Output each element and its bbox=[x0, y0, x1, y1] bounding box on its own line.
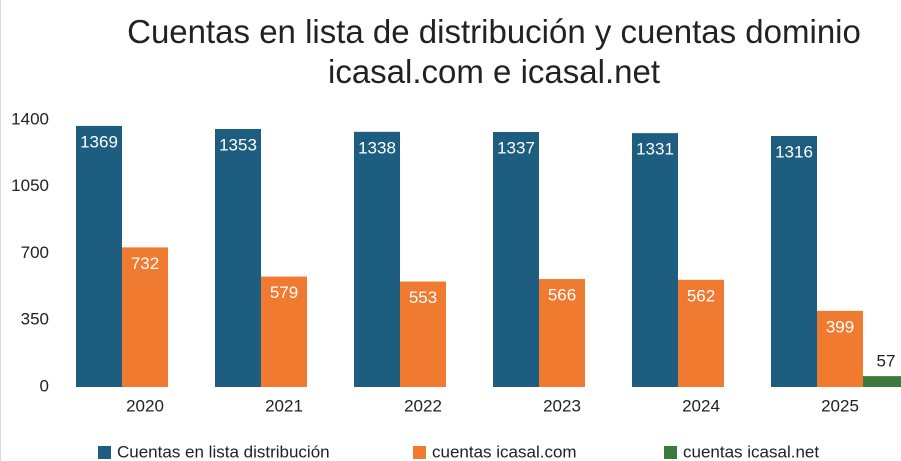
bar bbox=[632, 133, 678, 387]
x-tick-label: 2024 bbox=[682, 396, 720, 415]
x-tick-label: 2023 bbox=[543, 396, 581, 415]
bar bbox=[215, 128, 261, 388]
y-tick-label: 700 bbox=[21, 243, 49, 262]
value-label: 57 bbox=[877, 352, 896, 371]
value-label: 732 bbox=[131, 254, 159, 273]
value-label: 1331 bbox=[636, 140, 674, 159]
bar bbox=[354, 131, 400, 387]
legend-label: Cuentas en lista distribución bbox=[117, 442, 330, 461]
bar bbox=[400, 281, 446, 387]
chart-title: Cuentas en lista de distribución y cuent… bbox=[127, 13, 861, 90]
value-label: 1316 bbox=[775, 143, 813, 162]
y-tick-label: 0 bbox=[40, 376, 49, 395]
legend-label: cuentas icasal.net bbox=[683, 442, 819, 461]
bar bbox=[539, 279, 585, 387]
bar bbox=[76, 125, 122, 387]
value-label: 399 bbox=[826, 317, 854, 336]
value-label: 579 bbox=[270, 283, 298, 302]
value-label: 1369 bbox=[80, 132, 118, 151]
legend-swatch bbox=[664, 446, 677, 459]
x-tick-label: 2020 bbox=[126, 396, 164, 415]
value-label: 1338 bbox=[358, 138, 396, 157]
bar bbox=[863, 376, 901, 387]
value-label: 566 bbox=[548, 286, 576, 305]
bar bbox=[261, 276, 307, 387]
x-tick-label: 2022 bbox=[404, 396, 442, 415]
x-tick-label: 2025 bbox=[821, 396, 859, 415]
value-label: 562 bbox=[687, 286, 715, 305]
bar bbox=[771, 136, 817, 387]
x-tick-label: 2021 bbox=[265, 396, 303, 415]
y-tick-label: 1050 bbox=[11, 176, 49, 195]
bar bbox=[817, 310, 863, 387]
value-label: 553 bbox=[409, 288, 437, 307]
legend-label: cuentas icasal.com bbox=[432, 442, 577, 461]
legend-swatch bbox=[98, 446, 111, 459]
legend-swatch bbox=[413, 446, 426, 459]
value-label: 1337 bbox=[497, 138, 535, 157]
y-tick-label: 1400 bbox=[11, 109, 49, 128]
y-tick-label: 350 bbox=[21, 310, 49, 329]
bar bbox=[122, 247, 168, 387]
bar bbox=[678, 279, 724, 387]
bar bbox=[493, 132, 539, 387]
value-label: 1353 bbox=[219, 135, 257, 154]
